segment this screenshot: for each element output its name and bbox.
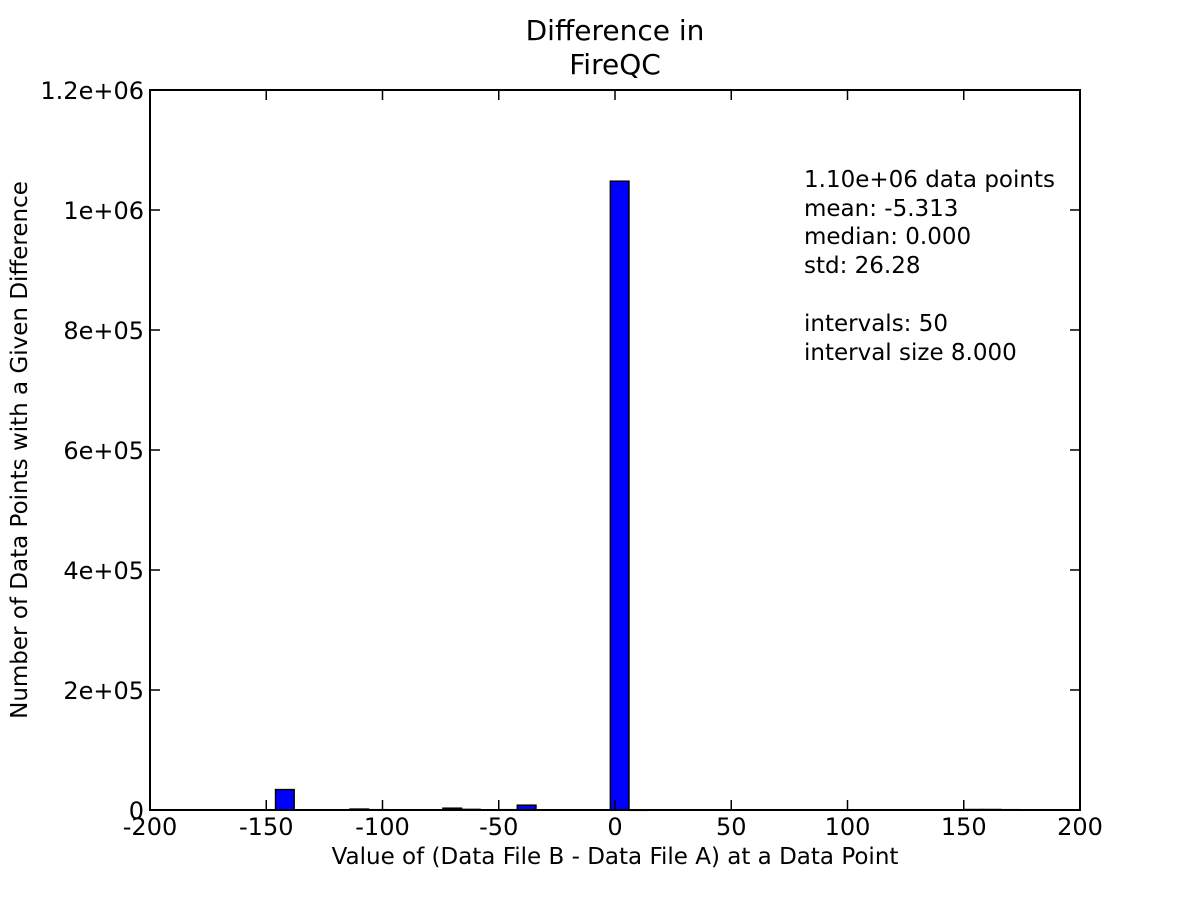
y-axis-label: Number of Data Points with a Given Diffe… [7,181,33,719]
x-tick-label: 150 [941,813,987,841]
stats-line-mean: mean: -5.313 [804,196,958,222]
chart-title-line-2: FireQC [569,48,661,81]
y-tick-label: 6e+05 [63,437,144,465]
y-tick-label: 1.2e+06 [40,77,144,105]
x-tick-label: 200 [1057,813,1103,841]
stats-line-count: 1.10e+06 data points [804,167,1055,193]
y-tick-label: 8e+05 [63,317,144,345]
stats-line-std: std: 26.28 [804,253,921,279]
stats-annotation: 1.10e+06 data points mean: -5.313 median… [804,167,1055,366]
stats-line-interval-size: interval size 8.000 [804,340,1017,366]
y-tick-label: 4e+05 [63,557,144,585]
stats-line-intervals: intervals: 50 [804,311,948,337]
histogram-bar [274,788,295,811]
histogram-bar [609,180,630,811]
stats-line-median: median: 0.000 [804,224,971,250]
y-tick-label: 0 [129,797,144,825]
y-tick-label: 2e+05 [63,677,144,705]
x-tick-label: 100 [825,813,871,841]
x-tick-label: -150 [239,813,293,841]
x-tick-label: 50 [716,813,747,841]
x-tick-label: -50 [479,813,518,841]
x-tick-label: 0 [607,813,622,841]
y-tick-label: 1e+06 [63,197,144,225]
chart-title-line-1: Difference in [526,14,705,47]
ticks-group: -200 -150 -100 -50 0 50 100 150 200 0 2e+05 4e+05 6e… [40,77,1103,841]
x-tick-label: -100 [355,813,409,841]
x-axis-label: Value of (Data File B - Data File A) at … [332,844,899,870]
x-tick-label: -200 [123,813,177,841]
